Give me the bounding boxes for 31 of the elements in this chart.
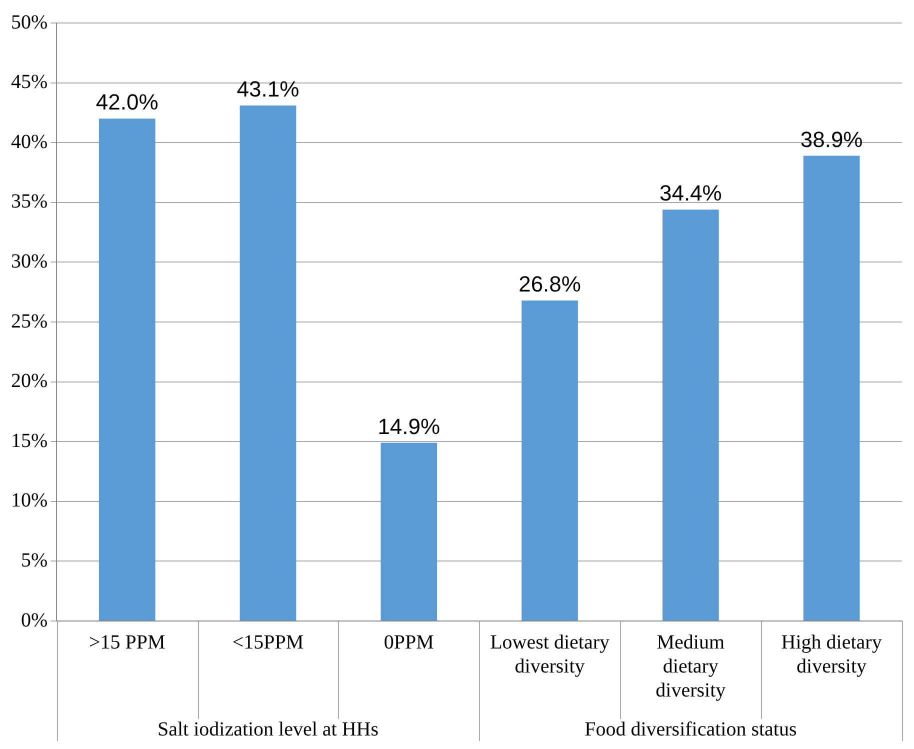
text: Food diversification status [584,718,797,740]
y-tick-label: 50% [10,11,48,34]
y-tick-label: 45% [10,71,48,94]
x-tick-label: Medium dietary diversity [656,631,726,702]
data-label: 26.8% [518,272,581,297]
y-tick-label: 25% [10,310,48,332]
y-tick-label: 35% [10,190,48,213]
bar [98,118,156,620]
bar [522,300,578,620]
bar [240,106,296,620]
data-label: 42.0% [96,90,158,115]
data-label: 43.1% [236,76,300,102]
bar [380,442,438,620]
y-tick-label: 30% [10,250,48,272]
y-tick-label: 0% [20,609,48,632]
y-tick-label: 5% [20,549,48,572]
data-label: 14.9% [378,414,440,439]
y-tick-label: 40% [10,130,48,153]
x-tick-label: High dietary diversity [781,631,882,678]
data-label: 38.9% [800,126,863,152]
x-tick-label: <15PPM [232,631,304,654]
bar [803,156,860,620]
x-tick-label: >15 PPM [88,631,166,654]
x-tick-label: 0PPM [384,631,434,654]
x-tick-label: Lowest dietary diversity [490,631,610,678]
bar [662,210,719,620]
text: Salt iodization level at HHs [157,718,379,740]
y-tick-label: 20% [10,370,48,392]
y-tick-label: 15% [10,430,48,452]
y-tick-label: 10% [10,490,48,512]
data-label: 34.4% [659,180,722,206]
